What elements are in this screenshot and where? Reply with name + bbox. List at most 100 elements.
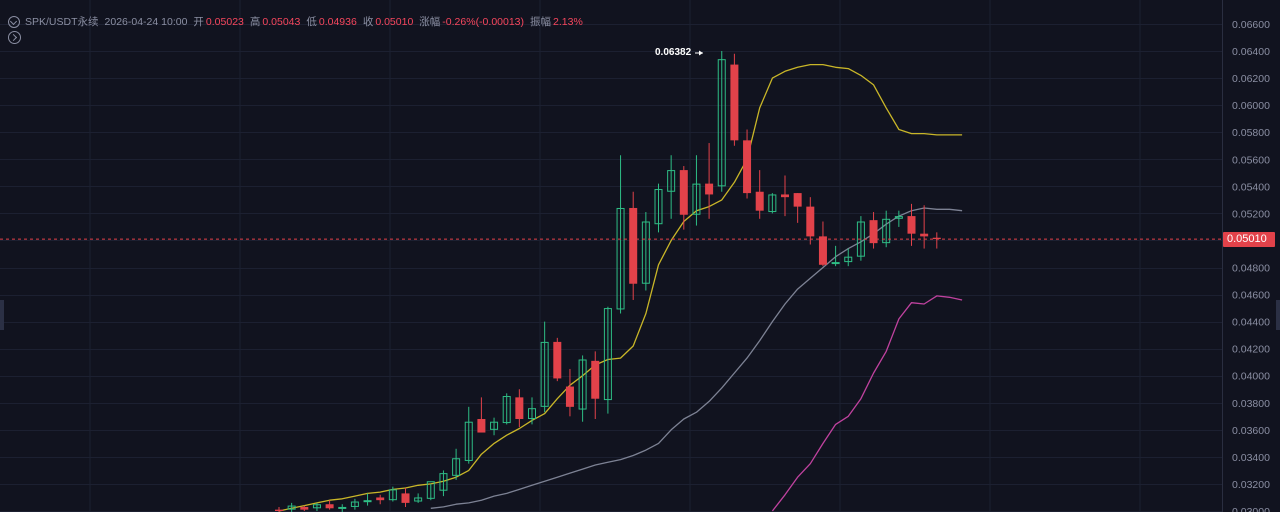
collapse-icon[interactable]: [8, 16, 20, 28]
candle: [768, 193, 777, 214]
candle-body: [616, 207, 625, 310]
candle: [818, 221, 827, 267]
price-tick-label: 0.03200: [1232, 479, 1270, 491]
candle: [414, 493, 423, 503]
candle-body: [528, 408, 536, 420]
high-marker-label: 0.06382: [655, 47, 692, 58]
amplitude-value: 2.13%: [553, 16, 583, 28]
candle-body: [287, 505, 296, 510]
candle-body: [325, 504, 334, 509]
price-tick-label: 0.06600: [1232, 19, 1270, 31]
candle: [300, 505, 309, 511]
candle-body: [401, 493, 410, 503]
candle: [616, 155, 625, 314]
high-value: 0.05043: [262, 16, 301, 28]
price-tick-label: 0.03600: [1232, 425, 1270, 437]
candle-body: [388, 489, 397, 501]
left-scroll-handle[interactable]: [0, 300, 4, 330]
ohlc-info-bar: SPK/USDT永续 2026-04-24 10:00 开 0.05023 高 …: [8, 15, 583, 29]
candle: [869, 212, 878, 249]
price-tick-label: 0.04400: [1232, 317, 1270, 329]
candle-body: [705, 183, 714, 195]
candle-body: [629, 207, 638, 284]
candle: [831, 245, 840, 267]
candle: [882, 210, 891, 248]
candle: [894, 210, 903, 227]
candle-body: [730, 64, 739, 141]
price-tick-label: 0.04800: [1232, 263, 1270, 275]
price-tick-label: 0.04000: [1232, 371, 1270, 383]
candle-body: [515, 397, 524, 420]
candle-body: [667, 170, 676, 192]
candle-body: [768, 194, 777, 213]
candle-body: [641, 221, 650, 284]
candle: [338, 504, 347, 512]
candle-body: [540, 341, 549, 407]
candle-body: [818, 236, 827, 265]
candle: [515, 389, 524, 428]
datetime-label: 2026-04-24 10:00: [104, 16, 188, 28]
candle-body: [363, 500, 372, 503]
candle-body: [743, 140, 752, 194]
candle: [692, 155, 701, 226]
candle: [629, 191, 638, 300]
price-tick-label: 0.05600: [1232, 154, 1270, 166]
candle-body: [920, 233, 929, 237]
price-tick-label: 0.04200: [1232, 344, 1270, 356]
price-tick-label: 0.05800: [1232, 127, 1270, 139]
high-label: 高: [249, 16, 261, 28]
open-value: 0.05023: [205, 16, 244, 28]
candle-body: [692, 183, 701, 215]
candle-body: [793, 193, 802, 207]
candle: [565, 368, 574, 417]
candle: [477, 397, 486, 433]
candle: [452, 448, 461, 480]
price-tick-label: 0.06200: [1232, 73, 1270, 85]
candle-body: [350, 501, 359, 507]
candle: [528, 397, 536, 425]
candle-body: [490, 421, 499, 430]
candle: [388, 486, 397, 502]
candle: [553, 337, 562, 382]
right-scroll-handle[interactable]: [1276, 300, 1280, 330]
candle-body: [414, 497, 423, 502]
candle-body: [553, 341, 562, 379]
last-price-tag: 0.05010: [1223, 232, 1275, 247]
candle-body: [844, 256, 853, 263]
candle-body: [591, 360, 600, 399]
candle-body: [654, 189, 663, 225]
candle: [376, 494, 385, 505]
price-tick-label: 0.05400: [1232, 181, 1270, 193]
expand-indicators-icon[interactable]: [8, 31, 21, 44]
candle-body: [312, 504, 321, 509]
candle: [464, 406, 473, 464]
candle-body: [679, 170, 688, 215]
candle-body: [907, 216, 916, 234]
price-tick-label: 0.03800: [1232, 398, 1270, 410]
candle-body: [452, 458, 461, 476]
price-tick-label: 0.05200: [1232, 208, 1270, 220]
candle-body: [894, 216, 903, 219]
candle-body: [565, 386, 574, 407]
candle-body: [882, 218, 891, 244]
price-tick-label: 0.06000: [1232, 100, 1270, 112]
candle-body: [755, 191, 764, 211]
candle: [287, 502, 296, 512]
candle: [426, 481, 435, 501]
candle-body: [603, 308, 612, 401]
candle: [717, 51, 726, 192]
amplitude-label: 振幅: [530, 16, 552, 28]
price-axis: 0.06600 0.06400 0.06200 0.06000 0.05800 0.056…: [1232, 19, 1270, 512]
candle: [781, 175, 789, 217]
candle-body: [831, 262, 840, 265]
candle: [363, 493, 372, 506]
candle: [540, 321, 549, 413]
candle: [730, 53, 739, 146]
change-label: 涨幅: [419, 16, 441, 28]
candle: [439, 470, 448, 497]
candle-body: [477, 419, 486, 433]
candle: [591, 351, 600, 420]
